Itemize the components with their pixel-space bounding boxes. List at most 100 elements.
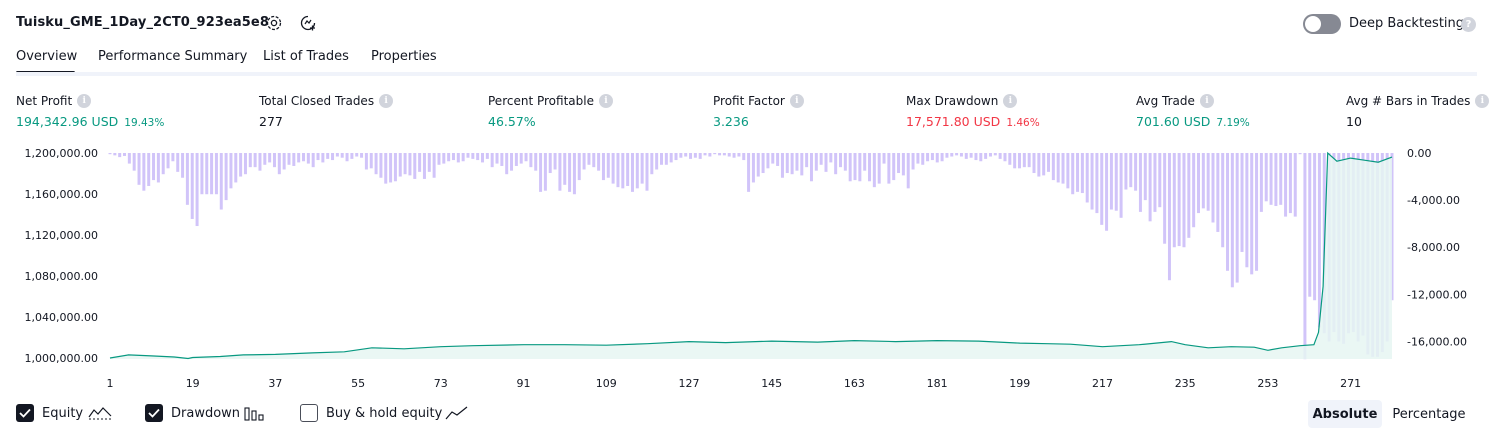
drawdown-bar — [621, 153, 625, 189]
metric-label: Total Closed Trades — [259, 94, 375, 108]
drawdown-bar — [156, 153, 160, 183]
drawdown-bar — [582, 153, 586, 170]
drawdown-bar — [277, 153, 281, 175]
drawdown-bar — [413, 153, 417, 179]
metric-label: Avg # Bars in Trades — [1346, 94, 1471, 108]
report-tabs: Overview Performance Summary List of Tra… — [0, 44, 1494, 76]
info-icon[interactable]: i — [77, 94, 92, 108]
drawdown-bar — [563, 153, 567, 185]
right-axis-tick: -8,000.00 — [1407, 241, 1460, 254]
help-icon[interactable]: ? — [1461, 17, 1476, 32]
drawdown-bar — [930, 153, 934, 161]
drawdown-bar — [529, 153, 533, 168]
drawdown-bar — [190, 153, 194, 219]
chart-canvas[interactable]: 1,200,000.00 1,160,000.00 1,120,000.00 1,08… — [0, 140, 1494, 398]
drawdown-bar — [524, 153, 528, 162]
drawdown-bar — [940, 153, 944, 162]
info-icon[interactable]: i — [1003, 94, 1018, 108]
drawdown-bar — [1003, 153, 1007, 162]
drawdown-checkbox[interactable] — [145, 404, 163, 422]
drawdown-bar — [403, 153, 407, 175]
settings-gear-icon[interactable] — [263, 12, 285, 34]
metric-label: Profit Factor — [713, 94, 785, 108]
drawdown-bar — [1037, 153, 1041, 177]
drawdown-bars-icon — [244, 405, 266, 425]
buy-hold-checkbox[interactable] — [300, 404, 318, 422]
drawdown-bar — [132, 153, 136, 171]
left-axis-tick: 1,040,000.00 — [25, 311, 98, 324]
equity-checkbox[interactable] — [16, 404, 34, 422]
buy-hold-label: Buy & hold equity — [326, 406, 443, 421]
info-icon[interactable]: i — [1199, 94, 1214, 108]
drawdown-bar — [655, 153, 659, 170]
tab-performance-summary[interactable]: Performance Summary — [98, 49, 248, 64]
deep-backtesting-toggle[interactable] — [1303, 14, 1341, 34]
drawdown-bar — [800, 153, 804, 176]
x-axis-tick: 55 — [351, 377, 365, 390]
metric-avg-bars-in-trades: Avg # Bars in Trades i 10 — [1346, 94, 1490, 129]
metric-value: 3.236 — [713, 114, 749, 129]
drawdown-bar — [988, 153, 992, 157]
add-to-chart-icon[interactable] — [297, 12, 319, 34]
x-axis-tick: 145 — [761, 377, 782, 390]
x-axis-tick: 235 — [1175, 377, 1196, 390]
drawdown-bar — [935, 153, 939, 163]
left-axis-tick: 1,120,000.00 — [25, 229, 98, 242]
drawdown-bar — [1269, 153, 1273, 205]
drawdown-bar — [263, 153, 267, 165]
info-icon[interactable]: i — [598, 94, 613, 108]
drawdown-bar — [727, 153, 731, 157]
tab-properties[interactable]: Properties — [371, 49, 437, 64]
drawdown-bar — [490, 153, 494, 168]
drawdown-bar — [606, 153, 610, 178]
drawdown-bar — [790, 153, 794, 175]
drawdown-bar — [369, 153, 373, 169]
drawdown-bar — [916, 153, 920, 164]
drawdown-bar — [785, 153, 789, 174]
drawdown-bar — [814, 153, 818, 171]
drawdown-bar — [1206, 153, 1210, 211]
drawdown-bar — [302, 153, 306, 162]
info-icon[interactable]: i — [1475, 94, 1490, 108]
equity-drawdown-chart[interactable]: 1,200,000.00 1,160,000.00 1,120,000.00 1,08… — [0, 140, 1494, 398]
drawdown-bar — [514, 153, 518, 166]
drawdown-bar — [1124, 153, 1128, 190]
drawdown-bar — [911, 153, 915, 170]
drawdown-bar — [1293, 153, 1297, 217]
drawdown-bar — [389, 153, 393, 183]
equity-line — [109, 151, 1393, 360]
tab-overview[interactable]: Overview — [16, 49, 78, 64]
drawdown-bar — [1255, 153, 1259, 271]
drawdown-bar — [374, 153, 378, 175]
drawdown-bar — [1226, 153, 1230, 271]
toggle-knob — [1305, 16, 1321, 32]
drawdown-bar — [771, 153, 775, 164]
drawdown-bar — [1109, 153, 1113, 210]
info-icon[interactable]: i — [379, 94, 394, 108]
drawdown-bar — [824, 153, 828, 172]
drawdown-bar — [892, 153, 896, 181]
drawdown-bar — [872, 153, 876, 188]
buy-hold-line-icon — [445, 405, 469, 425]
percentage-scale-button[interactable]: Percentage — [1392, 406, 1466, 422]
drawdown-bar — [1027, 153, 1031, 168]
drawdown-bar — [597, 153, 601, 171]
drawdown-bar — [258, 153, 262, 171]
drawdown-bar — [1148, 153, 1152, 222]
tab-list-of-trades[interactable]: List of Trades — [263, 49, 349, 64]
drawdown-bar — [1076, 153, 1080, 192]
drawdown-bar — [1095, 153, 1099, 214]
drawdown-bar — [1172, 153, 1176, 248]
drawdown-bar — [471, 153, 475, 159]
drawdown-bar — [205, 153, 209, 195]
absolute-scale-button[interactable]: Absolute — [1308, 400, 1382, 428]
drawdown-bar — [950, 153, 954, 157]
drawdown-bar — [326, 153, 330, 159]
x-axis-tick: 271 — [1340, 377, 1361, 390]
info-icon[interactable]: i — [789, 94, 804, 108]
drawdown-bar — [408, 153, 412, 176]
left-axis: 1,200,000.00 1,160,000.00 1,120,000.00 1,08… — [25, 147, 98, 365]
drawdown-bar — [1308, 153, 1312, 297]
drawdown-bar — [901, 153, 905, 176]
drawdown-bar — [442, 153, 446, 164]
